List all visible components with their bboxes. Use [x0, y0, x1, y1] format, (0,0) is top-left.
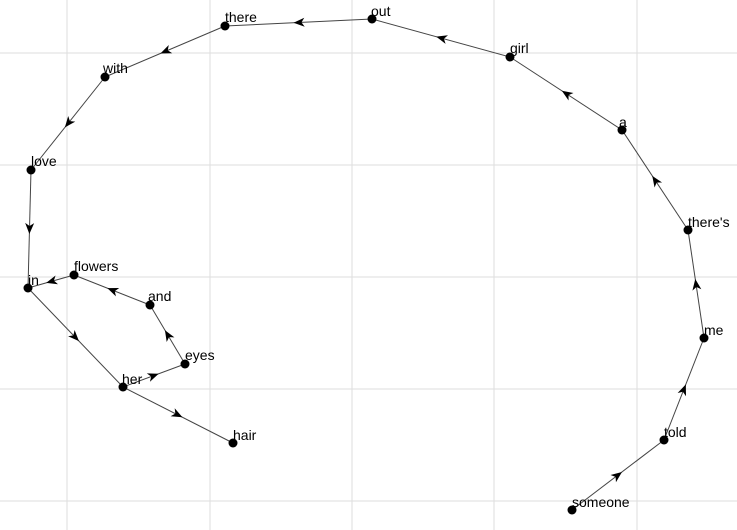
arrowhead-and-to-flowers [107, 288, 120, 297]
edges [27, 18, 705, 511]
node-a [617, 125, 627, 135]
node-label-a: a [619, 114, 627, 130]
arrowhead-told-to-me [677, 384, 686, 397]
node-and [145, 300, 155, 310]
node-there [220, 21, 230, 31]
node-label-hair: hair [233, 427, 257, 443]
arrowhead-girl-to-out [436, 35, 448, 44]
arrowhead-her-to-hair [170, 408, 183, 418]
node-label-told: told [664, 424, 687, 440]
node-her [118, 382, 128, 392]
node-label-theres: there's [688, 214, 730, 230]
arrowhead-eyes-to-and [164, 330, 175, 342]
arrowhead-love-to-in [25, 222, 35, 234]
node-label-eyes: eyes [185, 347, 215, 363]
node-theres [683, 225, 693, 235]
node-label-in: in [28, 272, 39, 288]
arrowhead-me-to-theres [692, 279, 702, 291]
arrowhead-theres-to-a [652, 175, 663, 188]
node-me [699, 333, 709, 343]
node-eyes [180, 359, 190, 369]
node-flowers [69, 270, 79, 280]
node-label-flowers: flowers [74, 258, 118, 274]
arrowhead-out-to-there [293, 17, 305, 27]
node-someone [567, 505, 577, 515]
arrowhead-there-to-with [160, 45, 173, 54]
node-told [659, 435, 669, 445]
node-label-there: there [225, 9, 257, 25]
node-with [100, 72, 110, 82]
arrowhead-in-to-her [68, 330, 79, 342]
arrowhead-with-to-love [64, 116, 76, 128]
node-label-me: me [704, 322, 724, 338]
node-in [23, 283, 33, 293]
node-labels: someone told me there's a girl out there with lov… [28, 3, 730, 510]
node-love [26, 165, 36, 175]
arrowhead-her-to-eyes [146, 373, 159, 382]
node-hair [228, 438, 238, 448]
nodes [23, 14, 709, 515]
node-girl [505, 52, 515, 62]
arrowheads [25, 17, 702, 483]
node-label-someone: someone [572, 494, 630, 510]
arrowhead-flowers-to-in [46, 275, 58, 285]
node-out [367, 14, 377, 24]
node-label-out: out [371, 3, 391, 19]
arrowhead-a-to-girl [561, 90, 574, 101]
node-label-with: with [102, 60, 128, 76]
node-label-love: love [31, 153, 57, 169]
arrowhead-someone-to-told [610, 471, 622, 483]
node-label-her: her [122, 371, 143, 387]
node-label-girl: girl [510, 40, 529, 56]
node-label-and: and [148, 288, 171, 304]
